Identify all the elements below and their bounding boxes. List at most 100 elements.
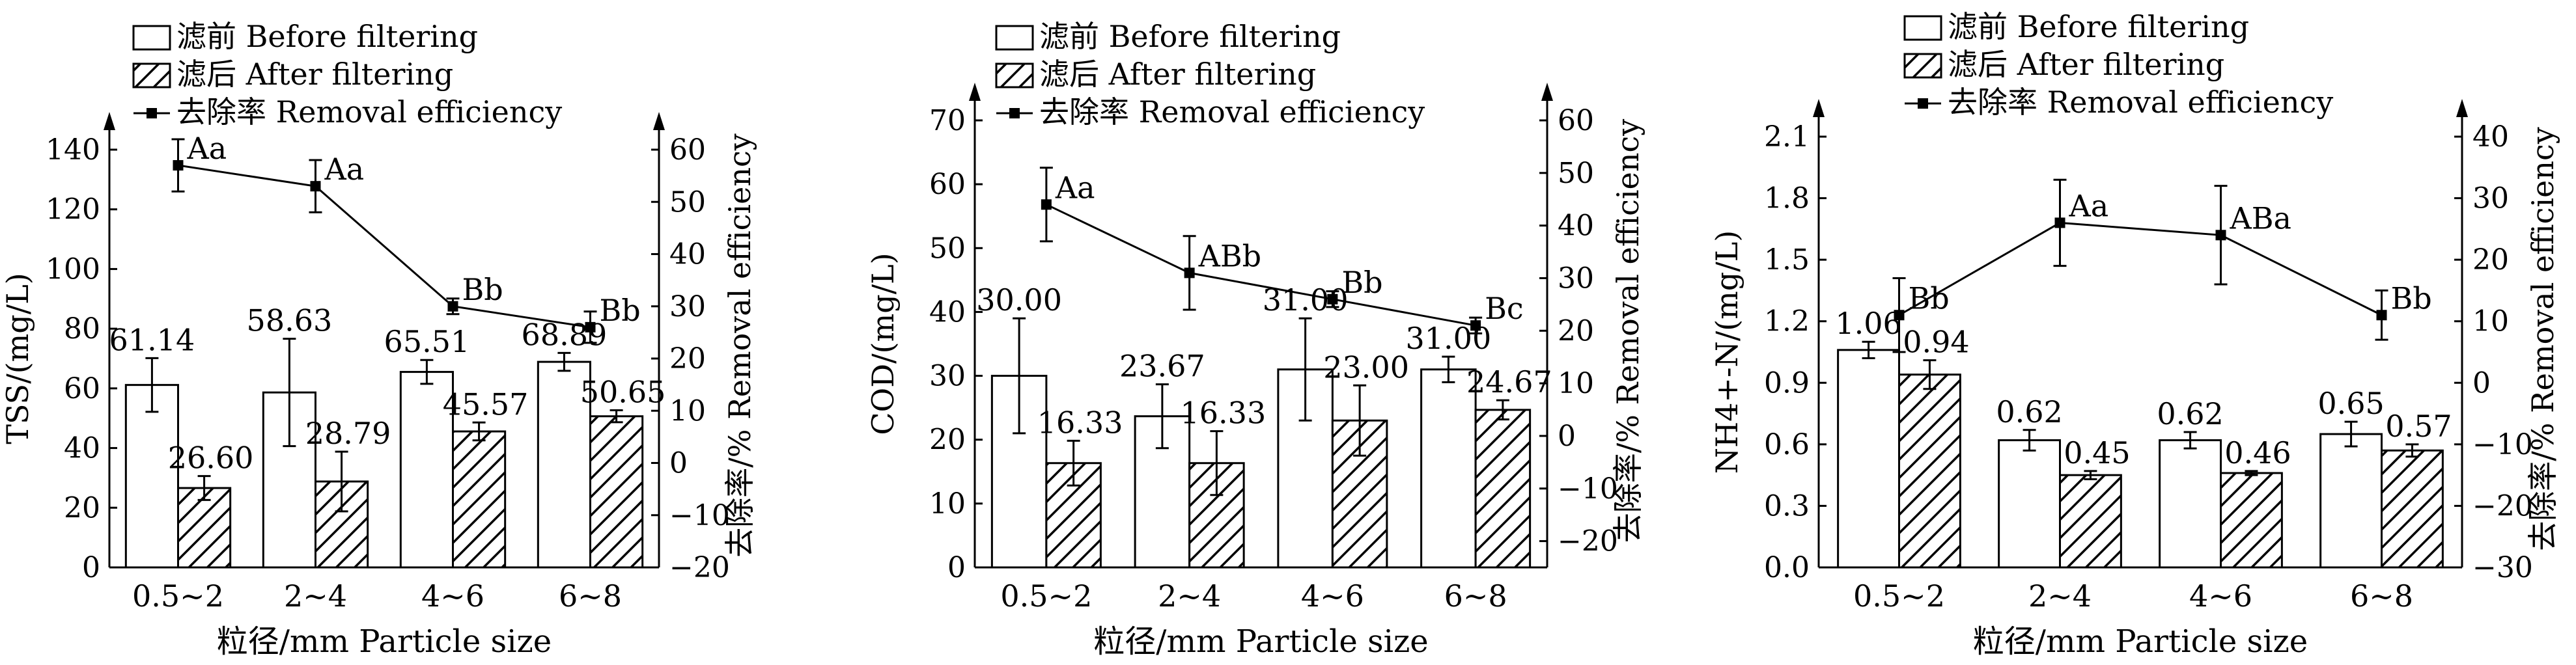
left-tick-label: 0.0: [1764, 551, 1810, 584]
left-axis-title: TSS/(mg/L): [0, 273, 35, 444]
removal-significance-label: ABb: [1198, 238, 1261, 273]
legend-swatch-before: [995, 25, 1034, 51]
left-axis-title: COD/(mg/L): [865, 252, 901, 435]
removal-point: [2376, 310, 2387, 321]
x-tick-label: 2~4: [284, 578, 347, 614]
legend-label-before: 滤前 Before filtering: [176, 19, 478, 54]
x-tick-label: 6~8: [1444, 578, 1507, 614]
removal-significance-label: Bb: [600, 293, 641, 328]
removal-point: [1470, 320, 1481, 331]
bar-before-filtering: [124, 384, 180, 569]
left-tick-label: 1.5: [1764, 243, 1810, 277]
left-axis-arrow: [969, 83, 981, 101]
left-tick-label: 30: [929, 360, 966, 393]
bar-after-filtering: [589, 415, 644, 569]
removal-significance-label: Bb: [462, 272, 503, 307]
data-label-after: 50.65: [580, 375, 666, 410]
data-label-after: 0.46: [2224, 435, 2291, 470]
x-tick-label: 4~6: [2189, 578, 2252, 614]
right-tick-label: 50: [669, 185, 706, 219]
data-label-after: 16.33: [1181, 396, 1267, 431]
chart-panel-3: 0.0 0.3 0.6 0.9 1.2 1.5 1.8 2.1 −30 −20 −10 0 10 20 30…: [1709, 9, 2560, 660]
left-tick-label: 0: [947, 551, 966, 584]
data-label-after: 16.33: [1037, 405, 1123, 440]
left-tick-label: 0.9: [1764, 366, 1810, 400]
data-label-before: 65.51: [384, 324, 470, 359]
right-axis-arrow: [2456, 99, 2468, 117]
left-tick-label: 80: [64, 312, 100, 346]
removal-point: [447, 301, 458, 312]
data-label-before: 23.67: [1119, 349, 1205, 384]
right-tick-label: 30: [2472, 182, 2509, 215]
legend-swatch-removal-point: [147, 108, 157, 118]
right-tick-label: 60: [669, 133, 706, 167]
left-tick-label: 1.8: [1764, 182, 1810, 215]
legend-swatch-before: [132, 25, 171, 51]
x-tick-label: 0.5~2: [132, 578, 224, 614]
right-tick-label: 10: [1558, 367, 1594, 400]
legend-label-removal: 去除率 Removal efficiency: [176, 94, 562, 129]
data-label-before: 0.62: [2157, 396, 2223, 431]
data-label-after: 0.45: [2064, 435, 2130, 470]
removal-efficiency-line: [178, 164, 591, 329]
left-tick-label: 20: [929, 424, 966, 457]
left-axis-arrow: [1813, 99, 1825, 117]
legend-label-after: 滤后 After filtering: [1039, 57, 1316, 92]
removal-significance-label: Bb: [1341, 265, 1382, 300]
bar-after-filtering: [2220, 472, 2283, 569]
legend-label-after: 滤后 After filtering: [1948, 47, 2224, 82]
removal-significance-label: ABa: [2230, 200, 2291, 236]
x-tick-label: 0.5~2: [1000, 578, 1092, 614]
removal-point: [310, 181, 321, 192]
left-tick-label: 20: [64, 491, 100, 524]
left-tick-label: 0: [82, 551, 100, 584]
removal-efficiency-line: [1046, 203, 1476, 327]
right-tick-label: −20: [1558, 525, 1618, 558]
removal-significance-label: Aa: [324, 152, 365, 187]
right-tick-label: −10: [669, 499, 730, 532]
right-tick-label: 10: [2472, 305, 2509, 338]
left-tick-label: 0.3: [1764, 489, 1810, 522]
right-axis-title: 去除率/% Removal efficiency: [722, 133, 757, 557]
right-tick-label: 20: [2472, 243, 2509, 277]
x-tick-label: 2~4: [2028, 578, 2092, 614]
legend-label-removal: 去除率 Removal efficiency: [1039, 94, 1425, 129]
x-tick-label: 4~6: [1301, 578, 1364, 614]
legend-swatch-removal-point: [1918, 98, 1928, 109]
bar-after-filtering: [452, 430, 507, 569]
data-label-after: 23.00: [1323, 349, 1409, 385]
left-tick-label: 140: [46, 133, 100, 167]
x-tick-label: 0.5~2: [1853, 578, 1945, 614]
right-tick-label: 50: [1558, 157, 1594, 190]
right-tick-label: 0: [669, 447, 688, 480]
right-axis-arrow: [1541, 83, 1553, 101]
removal-significance-label: Aa: [2069, 188, 2109, 223]
right-tick-label: 20: [1558, 314, 1594, 347]
legend-label-before: 滤前 Before filtering: [1948, 9, 2249, 44]
legend-swatch-after: [995, 62, 1034, 88]
legend-label-removal: 去除率 Removal efficiency: [1948, 85, 2333, 120]
removal-point: [173, 160, 184, 171]
x-tick-label: 4~6: [421, 578, 484, 614]
left-tick-label: 60: [64, 372, 100, 405]
left-tick-label: 1.2: [1764, 305, 1810, 338]
legend-swatch-before: [1903, 15, 1942, 41]
right-tick-label: 60: [1558, 104, 1594, 137]
chart-panel-1: 0 20 40 60 80 100 120 140 −20 −10 0 10 20 30 40 50 60 0.5…: [0, 19, 757, 660]
removal-point: [585, 321, 596, 332]
left-tick-label: 60: [929, 168, 966, 201]
bar-before-filtering: [2159, 439, 2222, 569]
right-axis-title: 去除率/% Removal efficiency: [2525, 127, 2560, 550]
right-tick-label: −30: [2472, 551, 2533, 584]
left-tick-label: 0.6: [1764, 428, 1810, 461]
left-tick-label: 10: [929, 487, 966, 521]
x-axis-title: 粒径/mm Particle size: [1093, 623, 1428, 660]
removal-significance-label: Bb: [1909, 280, 1950, 316]
data-label-before: 0.65: [2317, 386, 2384, 421]
bar-before-filtering: [1998, 439, 2061, 569]
data-label-after: 26.60: [168, 441, 254, 476]
removal-significance-label: Aa: [1055, 170, 1095, 205]
legend-swatch-removal-point: [1009, 108, 1020, 118]
data-label-before: 0.62: [1996, 394, 2062, 429]
